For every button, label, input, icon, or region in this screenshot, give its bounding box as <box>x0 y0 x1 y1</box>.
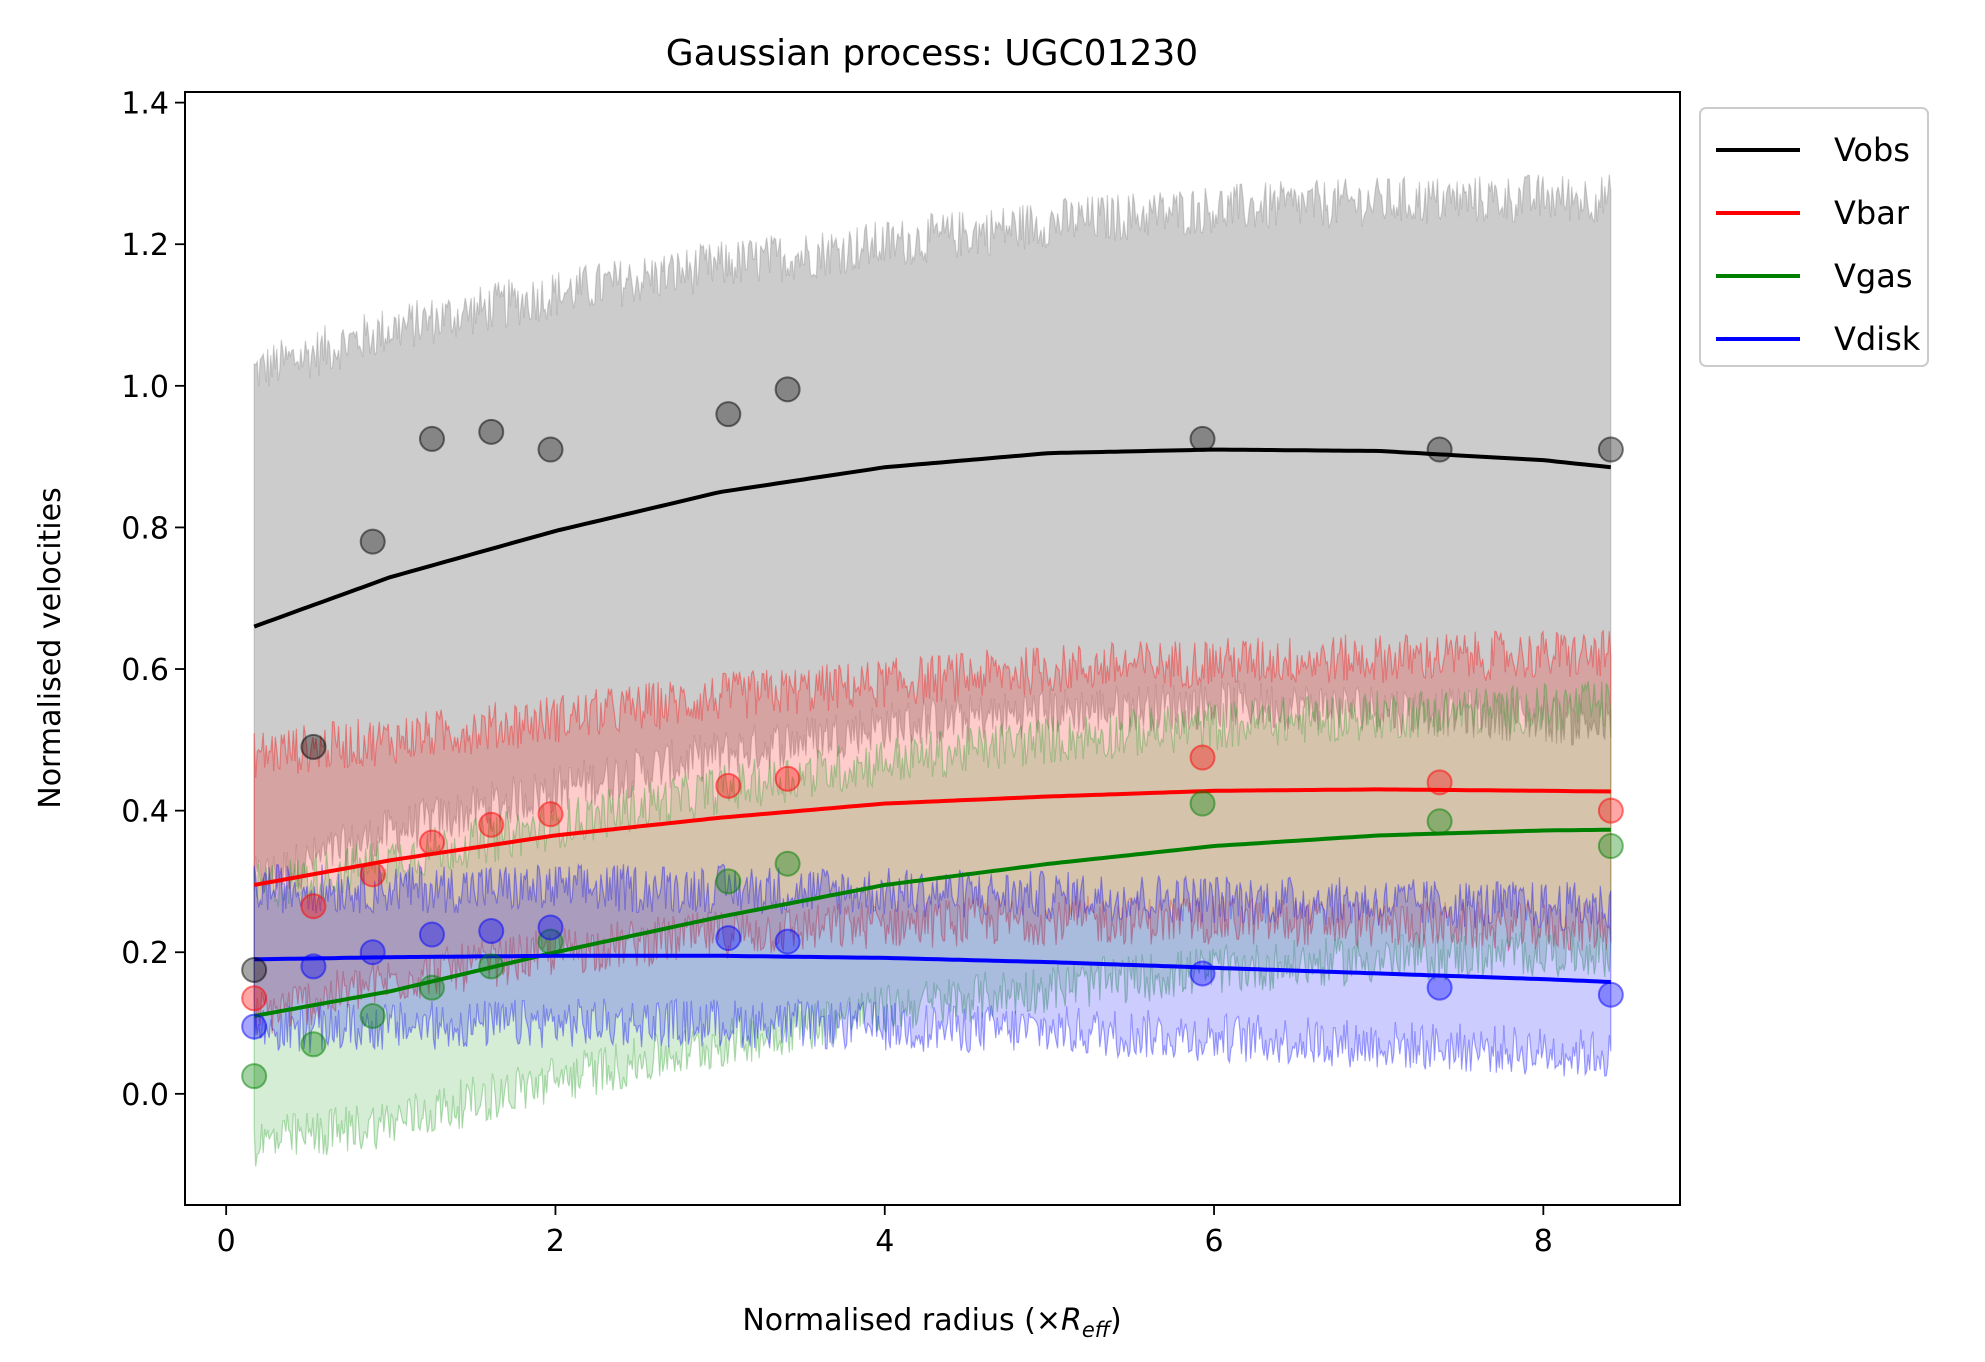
vbar-data-point <box>715 772 742 799</box>
vdisk-fit-line <box>254 953 1611 984</box>
vdisk-data-point <box>774 928 801 955</box>
x-tick-label: 4 <box>875 1224 894 1259</box>
vgas-data-point <box>300 1031 327 1058</box>
vgas-data-point <box>359 1002 386 1029</box>
y-tick-label: 0.0 <box>121 1078 169 1113</box>
vobs-confidence-band <box>253 174 1612 896</box>
plot-frame <box>184 91 1681 1206</box>
vbar-data-point <box>418 829 445 856</box>
x-tick-label: 6 <box>1205 1224 1224 1259</box>
x-tick-label: 0 <box>217 1224 236 1259</box>
vgas-data-point <box>1426 808 1453 835</box>
vgas-data-point <box>418 974 445 1001</box>
vdisk-data-point <box>1426 974 1453 1001</box>
vgas-data-point <box>241 1063 268 1090</box>
vdisk-data-point <box>359 939 386 966</box>
data-points <box>241 376 1624 1090</box>
vdisk-data-point <box>1597 981 1624 1008</box>
chart-title: Gaussian process: UGC01230 <box>666 33 1198 74</box>
vbar-confidence-band <box>253 629 1612 1036</box>
vobs-fit-line <box>253 447 1612 629</box>
vbar-data-point <box>300 893 327 920</box>
x-axis: 0 2 4 6 8 <box>217 1205 1553 1259</box>
vgas-data-point <box>1189 790 1216 817</box>
x-axis-title: Normalised radius (×Reff) <box>742 1303 1121 1342</box>
y-tick-label: 0.8 <box>121 511 169 546</box>
legend-label-vgas: Vgas <box>1834 257 1912 295</box>
y-tick-label: 1.0 <box>121 370 169 405</box>
vobs-data-point <box>774 376 801 403</box>
vobs-data-point <box>478 418 505 445</box>
y-tick-label: 0.4 <box>121 795 169 830</box>
x-tick-label: 8 <box>1534 1224 1553 1259</box>
vbar-data-point <box>241 985 268 1012</box>
vgas-data-point <box>1597 833 1624 860</box>
vobs-data-point <box>241 956 268 983</box>
vbar-data-point <box>1426 769 1453 796</box>
x-axis-title-subscript: eff <box>1082 1318 1113 1342</box>
vdisk-data-point <box>715 925 742 952</box>
x-axis-title-symbol: R <box>1061 1303 1082 1338</box>
plot-area <box>241 174 1624 1167</box>
y-tick-label: 1.2 <box>121 228 169 263</box>
vbar-data-point <box>359 861 386 888</box>
vbar-data-point <box>1597 797 1624 824</box>
vdisk-data-point <box>300 953 327 980</box>
vbar-data-point <box>478 811 505 838</box>
x-axis-title-prefix: Normalised radius (× <box>742 1303 1061 1338</box>
vbar-fit-line <box>253 787 1611 887</box>
vgas-confidence-band <box>253 680 1612 1167</box>
vobs-data-point <box>1597 436 1624 463</box>
vobs-data-point <box>418 425 445 452</box>
vgas-data-point <box>774 850 801 877</box>
x-axis-title-suffix: ) <box>1110 1303 1122 1338</box>
legend-label-vobs: Vobs <box>1834 131 1910 169</box>
vobs-data-point <box>537 436 564 463</box>
vdisk-data-point <box>478 917 505 944</box>
x-tick-label: 2 <box>546 1224 565 1259</box>
fit-lines <box>253 447 1612 1018</box>
y-tick-label: 0.2 <box>121 936 169 971</box>
vobs-data-point <box>1426 436 1453 463</box>
vdisk-data-point <box>241 1013 268 1040</box>
vbar-data-point <box>1189 744 1216 771</box>
legend-label-vdisk: Vdisk <box>1834 320 1921 358</box>
vobs-data-point <box>1189 425 1216 452</box>
vdisk-confidence-band <box>253 863 1612 1077</box>
y-tick-label: 1.4 <box>121 87 169 122</box>
vdisk-data-point <box>418 921 445 948</box>
vobs-data-point <box>359 528 386 555</box>
y-axis-title: Normalised velocities <box>33 487 68 808</box>
legend-label-vbar: Vbar <box>1834 194 1910 232</box>
legend: Vobs Vbar Vgas Vdisk <box>1699 107 1929 367</box>
vbar-data-point <box>774 765 801 792</box>
vdisk-data-point <box>537 914 564 941</box>
vgas-data-point <box>478 953 505 980</box>
vbar-data-point <box>537 801 564 828</box>
vdisk-data-point <box>1189 960 1216 987</box>
y-axis: 0.0 0.2 0.4 0.6 0.8 1.0 1.2 1.4 <box>121 87 185 1113</box>
confidence-bands <box>253 174 1612 1167</box>
vobs-data-point <box>300 733 327 760</box>
vgas-data-point <box>715 868 742 895</box>
legend-box <box>1699 107 1929 367</box>
vgas-data-point <box>537 928 564 955</box>
vobs-data-point <box>715 401 742 428</box>
y-tick-label: 0.6 <box>121 653 169 688</box>
